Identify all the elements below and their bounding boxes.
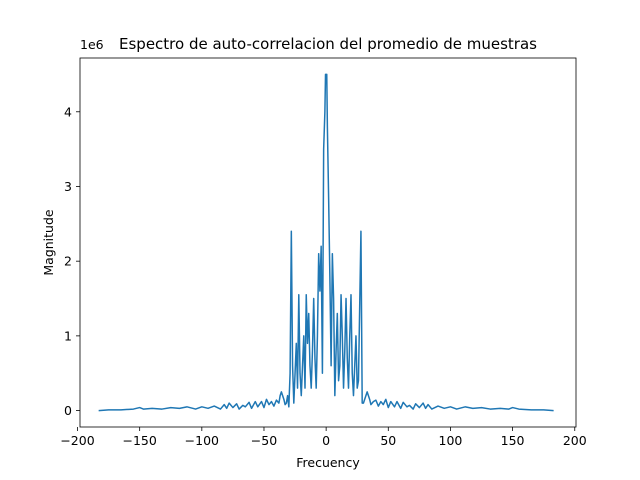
- y-axis-label: Magnitude: [41, 209, 56, 276]
- plot-frame: [79, 57, 577, 428]
- plot-lines: [98, 73, 554, 412]
- x-tick-label: 0: [322, 433, 330, 448]
- x-axis-label: Frecuency: [296, 455, 360, 470]
- series-line-0: [98, 73, 554, 412]
- x-tick-label: 100: [439, 433, 463, 448]
- y-tick-label: 1: [64, 328, 72, 343]
- y-offset-label: 1e6: [80, 37, 104, 52]
- chart-title: Espectro de auto-correlacion del promedi…: [119, 35, 537, 53]
- x-tick-label: 50: [380, 433, 396, 448]
- x-tick-label: −200: [60, 433, 94, 448]
- x-tick-label: −100: [185, 433, 219, 448]
- x-tick-label: 150: [501, 433, 525, 448]
- x-tick-label: 200: [563, 433, 587, 448]
- y-tick-label: 3: [64, 179, 72, 194]
- y-tick-label: 2: [64, 254, 72, 269]
- y-axis-ticks: 0 1 2 3 4: [64, 104, 80, 418]
- y-tick-label: 0: [64, 403, 72, 418]
- x-tick-label: −150: [122, 433, 156, 448]
- y-tick-label: 4: [64, 104, 72, 119]
- x-axis-ticks: −200 −150 −100 −50 0 50 100 150 200: [60, 427, 587, 448]
- x-tick-label: −50: [251, 433, 277, 448]
